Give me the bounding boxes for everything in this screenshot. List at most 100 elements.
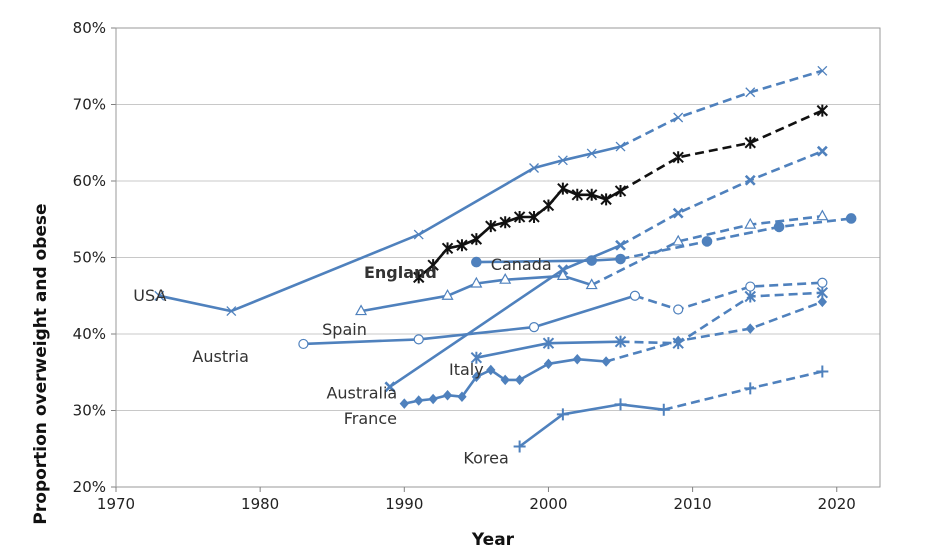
korea-projected-line: [663, 370, 823, 411]
australia-point: [615, 239, 626, 251]
england-point: [413, 271, 425, 284]
england-point: [557, 182, 569, 195]
usa-point: [586, 148, 597, 159]
y-tick-label: 40%: [73, 325, 106, 343]
usa-point: [413, 229, 424, 240]
y-tick-label: 60%: [73, 172, 106, 190]
series-spain: [355, 209, 829, 316]
series-usa: [154, 65, 828, 317]
italy-point: [542, 337, 555, 350]
label-usa: USA: [133, 286, 166, 305]
usa-point: [745, 87, 756, 98]
england-point: [585, 188, 598, 201]
series-group: [154, 65, 857, 453]
england-point: [499, 216, 511, 229]
y-tick-label: 80%: [73, 19, 106, 37]
y-axis-title: Proportion overweight and obese: [31, 203, 51, 524]
usa-point: [154, 290, 165, 301]
spain-point: [355, 304, 368, 316]
austria-point: [413, 334, 424, 345]
austria-observed-line: [303, 294, 636, 346]
france-point: [457, 391, 467, 402]
france-point: [428, 393, 438, 405]
england-point: [816, 104, 829, 117]
canada-projected-line: [620, 217, 852, 261]
england-point: [614, 184, 627, 197]
label-spain: Spain: [322, 320, 367, 339]
spain-point: [672, 234, 685, 246]
x-tick-label: 1980: [241, 495, 279, 513]
spain-point: [816, 209, 829, 221]
label-italy: Italy: [449, 360, 484, 379]
usa-point: [529, 163, 539, 173]
spain-point: [499, 272, 512, 284]
england-point: [456, 239, 468, 252]
usa-point: [615, 141, 626, 152]
korea-point: [657, 403, 670, 416]
england-point: [542, 199, 555, 212]
usa-point: [226, 306, 237, 317]
x-tick-label: 1970: [97, 495, 135, 513]
austria-projected-line: [634, 281, 823, 311]
england-point: [485, 220, 497, 233]
y-tick-label: 20%: [73, 478, 106, 496]
france-projected-line: [605, 300, 823, 363]
france-point: [673, 335, 683, 347]
plot-border: [115, 27, 881, 488]
canada-point: [701, 236, 713, 247]
label-korea: Korea: [463, 449, 508, 468]
usa-observed-line: [158, 145, 621, 313]
korea-observed-line: [518, 403, 664, 448]
austria-point: [298, 338, 309, 350]
series-italy: [470, 286, 829, 364]
france-point: [572, 353, 582, 365]
series-england: [413, 104, 829, 284]
usa-point: [817, 65, 828, 76]
x-axis-title: Year: [471, 530, 515, 550]
label-austria: Austria: [192, 347, 249, 366]
label-canada: Canada: [491, 255, 552, 274]
spain-point: [585, 278, 598, 290]
france-point: [500, 374, 510, 386]
canada-point: [845, 213, 857, 224]
austria-point: [745, 281, 756, 292]
england-point: [528, 210, 540, 223]
x-tick-label: 2020: [818, 495, 856, 513]
tick-labels: 20% 30% 40% 50% 60% 70% 80% 1970 1980 1990 2000 201…: [73, 19, 856, 513]
axes: [111, 27, 881, 492]
austria-point: [817, 277, 828, 288]
korea-point: [614, 398, 627, 411]
australia-point: [672, 207, 684, 219]
england-point: [744, 136, 756, 149]
england-point: [513, 210, 526, 223]
australia-point: [744, 174, 756, 186]
label-france: France: [344, 409, 397, 428]
england-point: [672, 151, 684, 164]
series-canada: [471, 213, 857, 268]
label-australia: Australia: [326, 384, 397, 403]
y-tick-label: 30%: [73, 402, 106, 420]
usa-point: [673, 112, 684, 123]
australia-point: [816, 145, 828, 157]
austria-point: [629, 290, 641, 301]
france-point: [601, 356, 611, 367]
x-tick-label: 2000: [529, 495, 567, 513]
australia-point: [384, 381, 396, 393]
austria-point: [528, 322, 540, 333]
france-point: [514, 374, 525, 386]
canada-point: [773, 221, 785, 233]
france-point: [399, 398, 409, 409]
italy-projected-line: [620, 291, 823, 345]
series-australia: [384, 145, 828, 393]
x-tick-label: 2010: [674, 495, 712, 513]
france-point: [817, 296, 828, 308]
canada-point: [615, 253, 626, 265]
italy-point: [470, 351, 483, 364]
y-tick-label: 70%: [73, 96, 106, 114]
england-projected-line: [619, 109, 823, 193]
england-point: [427, 259, 439, 272]
england-point: [470, 233, 483, 246]
spain-observed-line: [360, 274, 593, 313]
x-tick-label: 1990: [385, 495, 423, 513]
